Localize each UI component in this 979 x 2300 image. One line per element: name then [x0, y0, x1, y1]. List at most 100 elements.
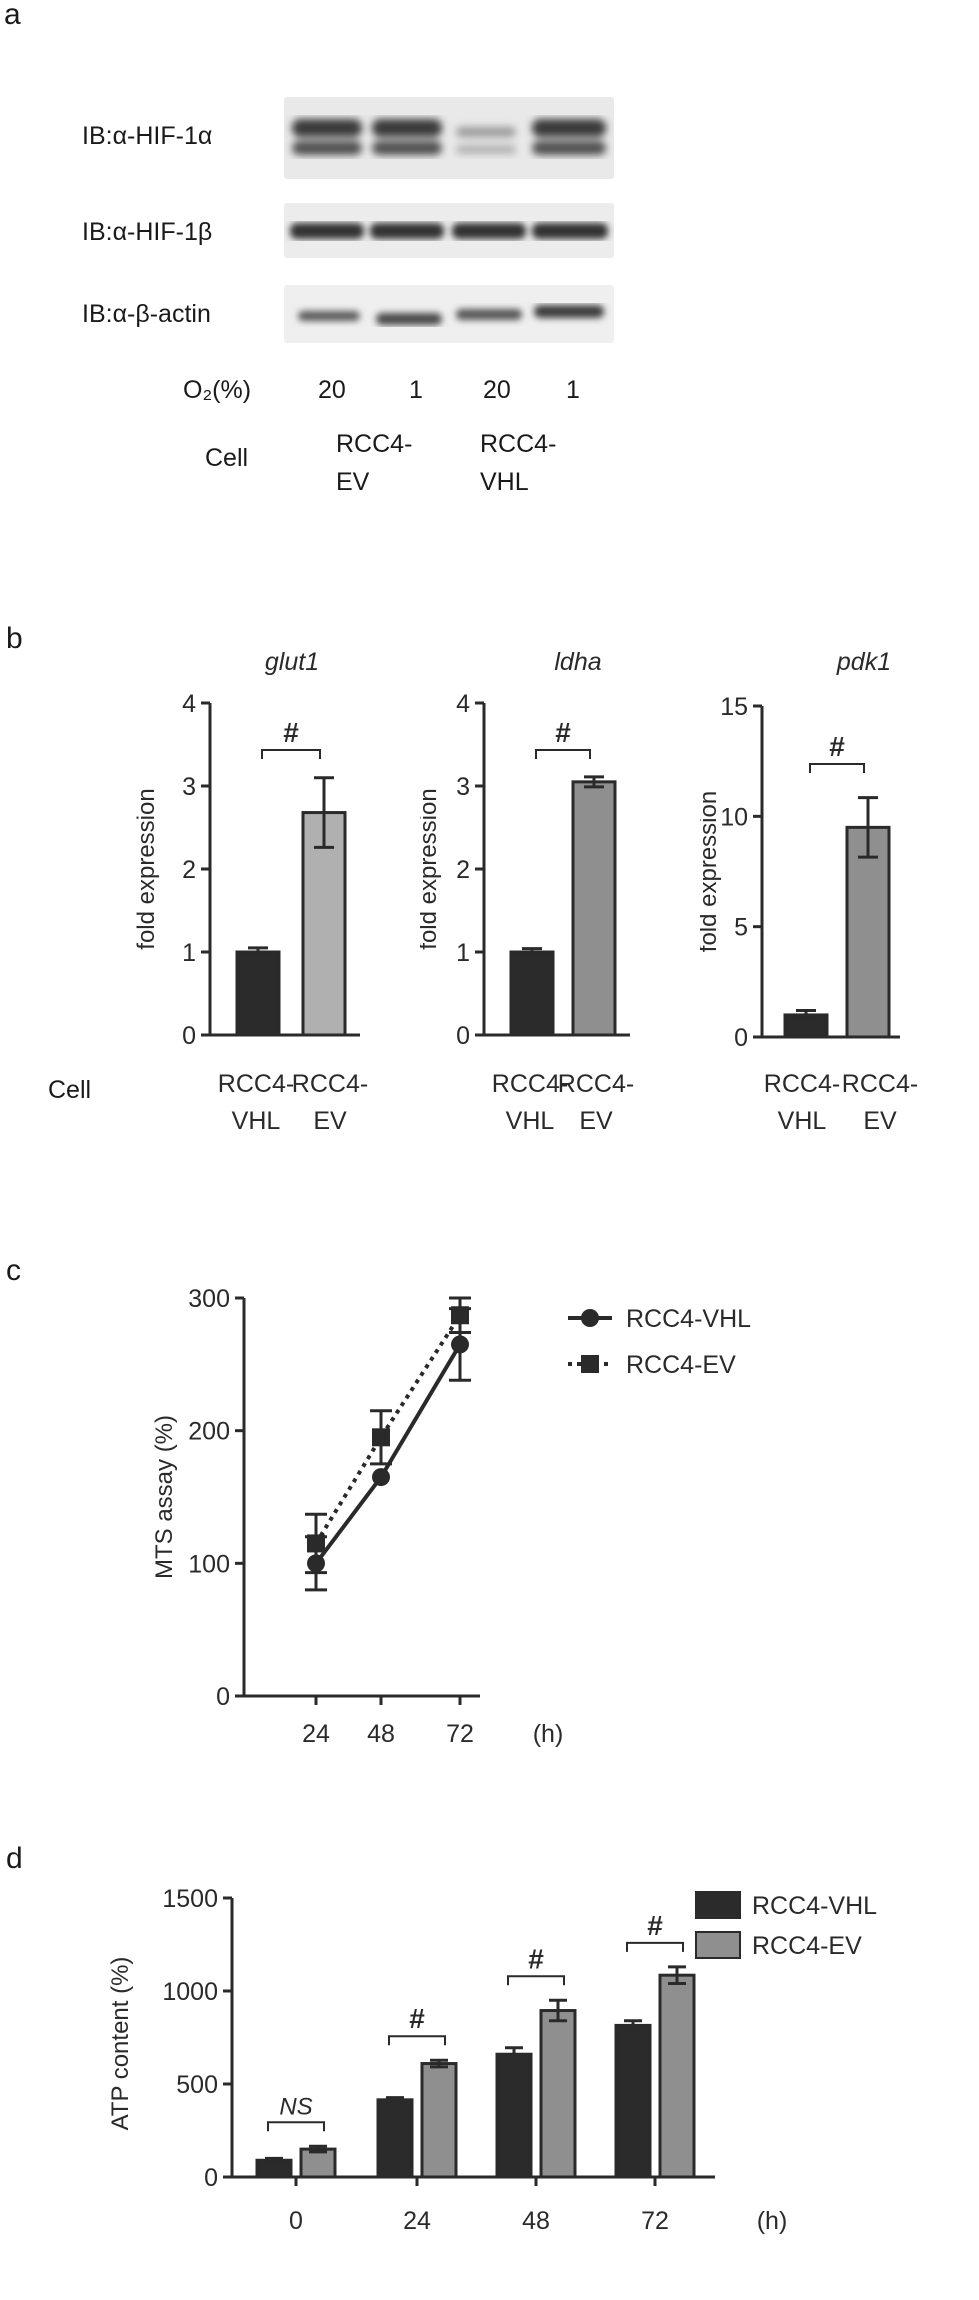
x-unit-label: (h): [757, 2207, 788, 2235]
significance-bracket: [261, 749, 321, 759]
data-point-square: [307, 1534, 325, 1553]
x-tick-label: 24: [302, 1720, 330, 1748]
chart-title: ldha: [554, 648, 601, 676]
bar: [299, 2147, 337, 2179]
cell-group-1-line2: EV: [336, 468, 370, 496]
legend-label: RCC4-EV: [752, 1932, 862, 1960]
o2-value-2: 1: [409, 376, 423, 404]
significance-bracket: [267, 2121, 325, 2132]
significance-mark: #: [647, 1910, 663, 1941]
bar: [376, 2098, 414, 2179]
panel-d-letter: d: [6, 1842, 23, 1875]
blot-image-hif1a: [292, 119, 606, 155]
chart-glut1: glut1 fold expression 0 1 2 3 4 RCC4- VHL RCC4- EV…: [133, 648, 368, 1135]
y-axis-label: MTS assay (%): [151, 1415, 178, 1579]
o2-value-4: 1: [566, 376, 580, 404]
x-tick-label: VHL: [232, 1107, 281, 1135]
chart-mts: MTS assay (%) 0 100 200 300 24 48 72 (h): [151, 1285, 563, 1748]
legend-marker-square: [581, 1355, 599, 1373]
y-tick-label: 0: [456, 1022, 470, 1050]
blot-image-hif1b: [290, 223, 608, 239]
legend-label: RCC4-EV: [626, 1351, 736, 1379]
legend-swatch: [695, 1891, 741, 1919]
blot-image-actin: [298, 305, 604, 325]
significance-bracket: [809, 763, 865, 773]
blot-strip-hif1a: [284, 97, 614, 179]
data-point-circle: [372, 1468, 390, 1487]
legend-marker-circle: [581, 1309, 599, 1327]
blot-strip-hif1b: [284, 203, 614, 258]
blot-strip-actin: [284, 285, 614, 343]
y-tick-label: 0: [216, 1683, 230, 1711]
cell-group-2-line2: VHL: [480, 468, 529, 496]
y-axis-label: ATP content (%): [107, 1957, 134, 2131]
panel-a-letter: a: [4, 0, 21, 31]
data-point-square: [372, 1428, 390, 1447]
y-tick-label: 100: [188, 1550, 230, 1578]
data-point-circle: [451, 1335, 469, 1354]
x-tick-label: VHL: [506, 1107, 555, 1135]
x-tick-label: 0: [289, 2207, 303, 2235]
cell-label-b: Cell: [48, 1076, 92, 1104]
x-tick-label: RCC4-: [218, 1070, 294, 1098]
significance-mark: #: [409, 2003, 425, 2034]
o2-value-1: 20: [318, 376, 346, 404]
significance-bracket: [507, 1975, 565, 1986]
x-tick-label: 72: [641, 2207, 669, 2235]
y-tick-label: 2: [182, 856, 196, 884]
chart-title: pdk1: [836, 648, 891, 676]
blot-label-hif1b: IB:α-HIF-1β: [82, 218, 213, 246]
y-tick-label: 5: [734, 914, 748, 942]
data-point-square: [451, 1306, 469, 1325]
y-tick-label: 0: [182, 1022, 196, 1050]
bar: [658, 1973, 696, 2179]
legend-atp: RCC4-VHL RCC4-EV: [695, 1891, 877, 1960]
x-tick-label: EV: [863, 1107, 897, 1135]
chart-title: glut1: [265, 648, 319, 676]
x-tick-label: 24: [403, 2207, 431, 2235]
x-tick-label: 48: [367, 1720, 395, 1748]
cell-group-2-line1: RCC4-: [480, 430, 557, 458]
blot-label-actin: IB:α-β-actin: [82, 300, 211, 328]
x-tick-label: EV: [579, 1107, 613, 1135]
bar: [235, 950, 281, 1037]
y-tick-label: 200: [188, 1418, 230, 1446]
y-tick-label: 10: [720, 803, 748, 831]
bar: [614, 2023, 652, 2179]
significance-mark: #: [555, 717, 571, 748]
significance-bracket: [535, 749, 591, 759]
o2-value-3: 20: [483, 376, 511, 404]
legend-mts: RCC4-VHL RCC4-EV: [568, 1305, 751, 1379]
legend-label: RCC4-VHL: [752, 1892, 877, 1920]
y-axis-label: fold expression: [133, 788, 160, 949]
x-tick-label: RCC4-: [558, 1070, 634, 1098]
series-line: [314, 1343, 462, 1565]
chart-pdk1: pdk1 fold expression 0 5 10 15 RCC4- VHL RCC4- EV…: [700, 648, 918, 1135]
y-tick-label: 300: [188, 1285, 230, 1313]
y-tick-label: 500: [176, 2071, 218, 2099]
y-tick-label: 1000: [162, 1978, 218, 2006]
significance-mark: #: [829, 731, 845, 762]
x-tick-label: RCC4-: [292, 1070, 368, 1098]
legend-swatch: [695, 1931, 741, 1959]
significance-mark: #: [283, 717, 299, 748]
y-tick-label: 0: [734, 1024, 748, 1052]
significance-mark: #: [528, 1943, 544, 1974]
significance-bracket: [626, 1941, 684, 1952]
y-tick-label: 1: [456, 939, 470, 967]
x-tick-label: EV: [313, 1107, 347, 1135]
y-tick-label: 4: [182, 690, 196, 718]
o2-label: O₂(%): [183, 376, 252, 404]
x-tick-label: RCC4-: [492, 1070, 568, 1098]
bar: [509, 950, 555, 1037]
x-tick-label: 48: [522, 2207, 550, 2235]
y-tick-label: 1500: [162, 1885, 218, 1913]
significance-mark: NS: [279, 2093, 312, 2120]
y-tick-label: 0: [204, 2164, 218, 2192]
cell-group-1-line1: RCC4-: [336, 430, 413, 458]
y-axis-label: fold expression: [700, 791, 722, 952]
chart-atp: ATP content (%) 0 500 1000 1500 0 NS 24 #48 #72 # (…: [107, 1885, 788, 2235]
bar: [571, 780, 617, 1037]
panel-c-letter: c: [6, 1254, 21, 1287]
